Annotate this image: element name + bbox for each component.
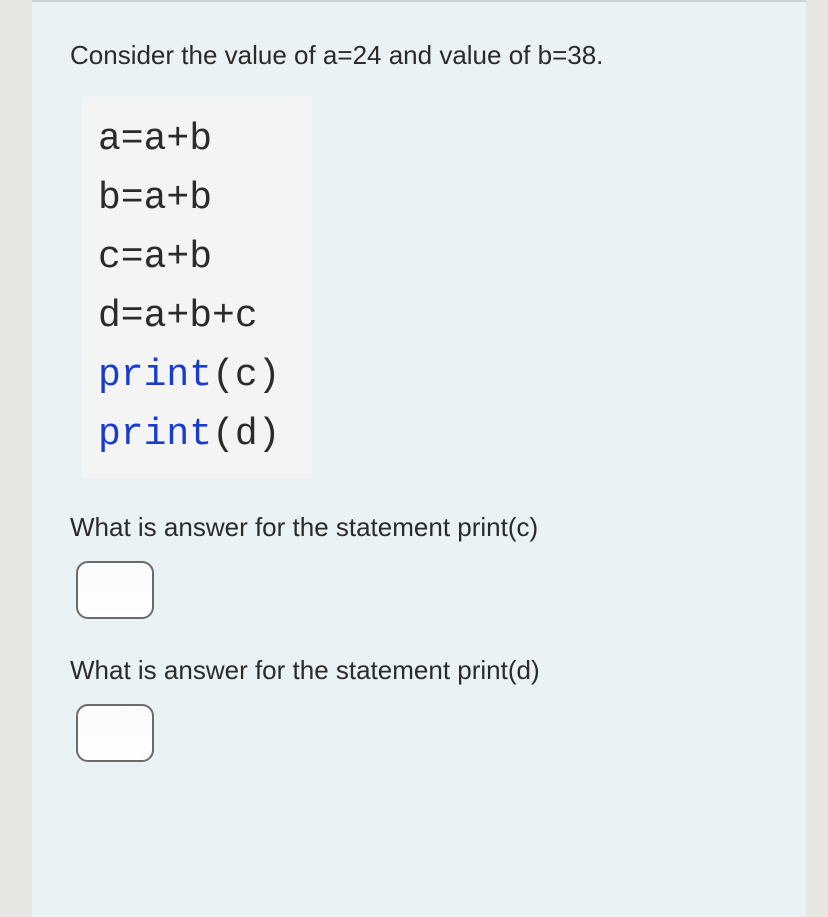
code-line-1: a=a+b — [98, 111, 280, 170]
code-line-3: c=a+b — [98, 229, 280, 288]
question-print-d: What is answer for the statement print(d… — [70, 655, 768, 686]
code-line-4: d=a+b+c — [98, 288, 280, 347]
code-block: a=a+b b=a+b c=a+b d=a+b+c print(c) print… — [82, 97, 312, 478]
code-line-2: b=a+b — [98, 170, 280, 229]
page-frame: Consider the value of a=24 and value of … — [0, 0, 828, 917]
code-line-5: print(c) — [98, 347, 280, 406]
keyword-print: print — [98, 354, 212, 397]
question-print-c: What is answer for the statement print(c… — [70, 512, 768, 543]
answer-input-c[interactable] — [76, 561, 154, 619]
code-line-6: print(d) — [98, 406, 280, 465]
code-rest: (c) — [212, 354, 280, 397]
question-card: Consider the value of a=24 and value of … — [32, 0, 806, 917]
intro-text: Consider the value of a=24 and value of … — [70, 38, 768, 73]
keyword-print: print — [98, 413, 212, 456]
answer-input-d[interactable] — [76, 704, 154, 762]
code-rest: (d) — [212, 413, 280, 456]
